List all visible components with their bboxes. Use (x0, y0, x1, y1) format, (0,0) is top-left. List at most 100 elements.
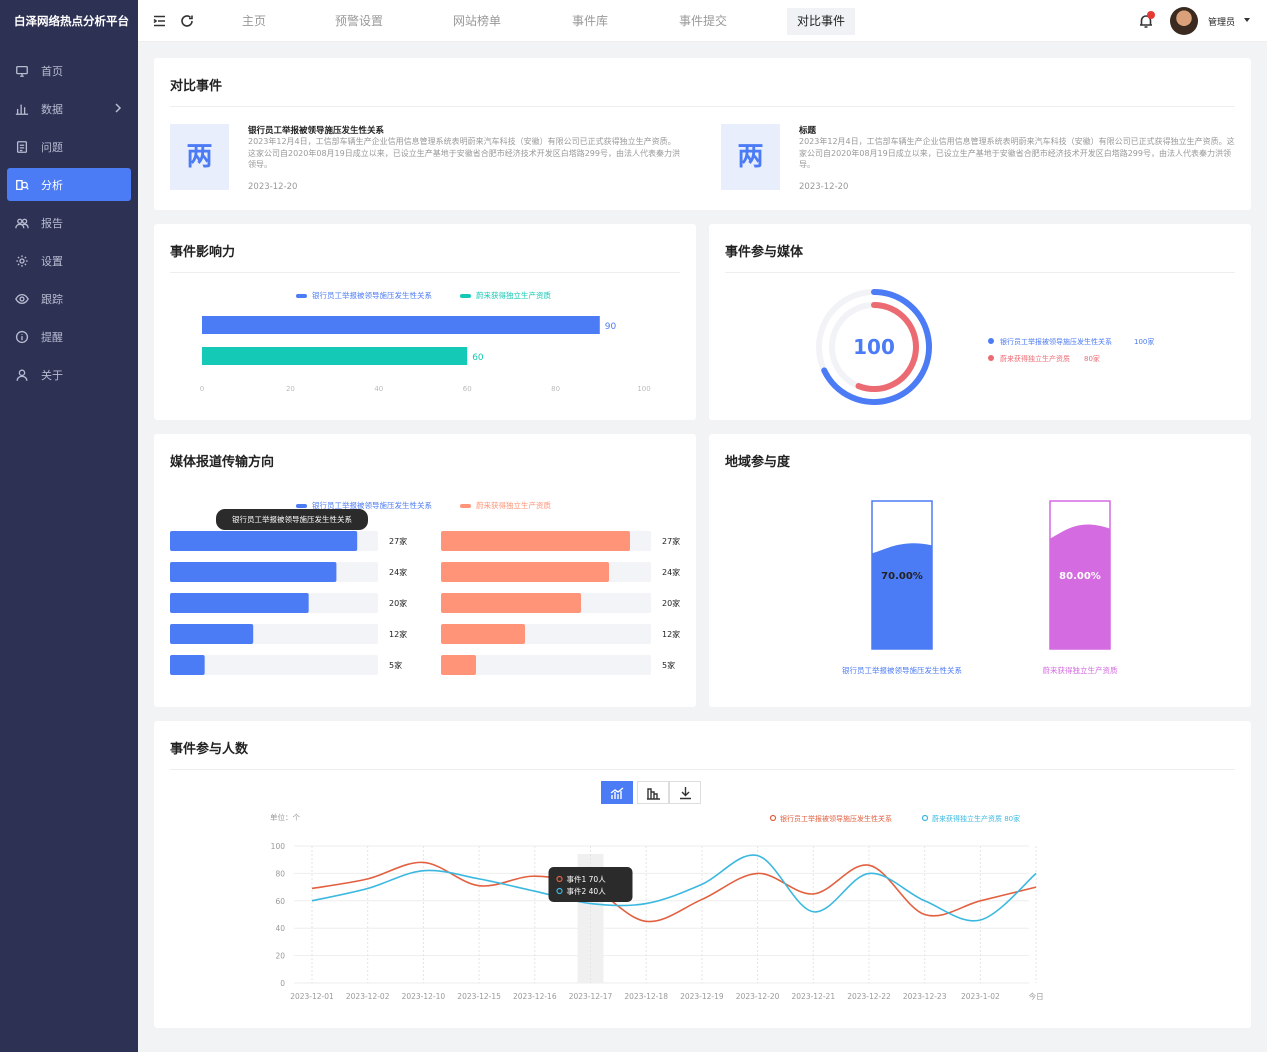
event-title[interactable]: 标题 (799, 126, 817, 136)
user-icon (16, 369, 28, 381)
media-card: 事件参与媒体 100 银行员工举报被领导施压发生性关系 100家 蔚来获得独立生产资质… (709, 224, 1251, 420)
user-name[interactable]: 管理员 (1208, 18, 1236, 28)
x-tick-label: 2023-12-01 (290, 992, 334, 1001)
card-title: 事件影响力 (170, 245, 236, 260)
x-tick-label: 100 (637, 385, 650, 393)
avatar[interactable] (1170, 7, 1198, 35)
legend-item[interactable]: 蔚来获得独立生产资质 (460, 500, 551, 511)
liquid-series-label: 蔚来获得独立生产资质 (1043, 665, 1118, 675)
legend-swatch (460, 503, 471, 508)
line-chart-button[interactable] (601, 781, 633, 804)
region-liquid-chart: 70.00% 银行员工举报被领导施压发生性关系 80.00% 蔚来获得独立生产资质 (842, 500, 1118, 675)
event-description: 2023年12月4日，工信部车辆生产企业信用信息管理系统表明蔚来汽车科技（安徽）… (799, 137, 1235, 169)
divider (170, 106, 1235, 107)
legend-label: 银行员工举报被领导施压发生性关系 (1000, 337, 1112, 346)
event-thumbnail: 两 (721, 124, 780, 190)
sidebar-item-label: 设置 (41, 254, 63, 268)
tab-event-library[interactable]: 事件库 (572, 14, 609, 28)
bar-value-label: 24家 (662, 567, 680, 577)
event-date: 2023-12-20 (248, 182, 298, 192)
bar-chart-button[interactable] (637, 781, 669, 804)
liquid-percent-label: 70.00% (881, 571, 923, 582)
unit-label: 单位：个 (270, 812, 300, 822)
document-icon (16, 140, 28, 153)
legend-item[interactable]: 银行员工举报被领导施压发生性关系 (296, 500, 432, 511)
x-tick-label: 2023-12-21 (792, 992, 836, 1001)
sidebar-item-label: 报告 (41, 216, 63, 230)
legend-label: 银行员工举报被领导施压发生性关系 (312, 291, 432, 300)
divider (725, 272, 1235, 273)
direction-bar (170, 624, 254, 644)
x-tick-label: 2023-12-02 (346, 992, 390, 1001)
bell-icon[interactable] (1138, 13, 1154, 29)
tab-compare-events[interactable]: 对比事件 (787, 8, 856, 35)
menu-fold-icon[interactable] (152, 13, 168, 29)
ring-arc-event2 (855, 302, 919, 392)
direction-bar (441, 593, 581, 613)
bar-track (441, 655, 651, 675)
liquid-series-label: 银行员工举报被领导施压发生性关系 (842, 665, 962, 675)
sidebar-item-about[interactable]: 关于 (7, 358, 131, 391)
sidebar-item-settings[interactable]: 设置 (7, 244, 131, 277)
compare-events-card: 对比事件 两 银行员工举报被领导施压发生性关系 2023年12月4日，工信部车辆… (154, 58, 1251, 210)
direction-bar (441, 655, 476, 675)
card-title: 对比事件 (170, 79, 223, 94)
ring-center-value: 100 (853, 335, 895, 359)
people-card: 事件参与人数 单位：个 0 20 40 60 80 100 2023-12-01 2023-12… (154, 721, 1251, 1028)
sidebar-item-data[interactable]: 数据 (7, 92, 131, 125)
series-line (311, 861, 1037, 923)
sidebar-item-analysis[interactable]: 分析 (7, 168, 131, 201)
bar-value-label: 20家 (662, 598, 680, 608)
bar-tooltip: 银行员工举报被领导施压发生性关系 (216, 509, 368, 530)
x-tick-label: 20 (286, 385, 295, 393)
download-button[interactable] (669, 781, 701, 804)
sidebar-item-tracking[interactable]: 跟踪 (7, 282, 131, 315)
series-line (311, 854, 1037, 922)
bar-value-label: 27家 (389, 536, 407, 546)
event-description: 2023年12月4日，工信部车辆生产企业信用信息管理系统表明蔚来汽车科技（安徽）… (248, 137, 680, 169)
bar-value-label: 5家 (389, 660, 402, 670)
region-card: 地域参与度 70.00% 银行员工举报被领导施压发生性关系 80.00% 蔚来获得独立… (709, 434, 1251, 707)
app-title: 白泽网络热点分析平台 (14, 14, 129, 28)
eye-icon (15, 293, 29, 304)
liquid-fill (872, 543, 932, 649)
x-tick-label: 2023-12-19 (680, 992, 724, 1001)
sidebar-item-issues[interactable]: 问题 (7, 130, 131, 163)
liquid-fill (1050, 524, 1110, 649)
legend-item[interactable]: 银行员工举报被领导施压发生性关系 (296, 290, 432, 301)
y-tick-label: 80 (275, 869, 285, 878)
divider (170, 769, 1235, 770)
direction-bar (170, 531, 358, 551)
sidebar-item-home[interactable]: 首页 (7, 54, 131, 87)
card-title: 事件参与媒体 (725, 245, 804, 260)
tooltip-box (548, 867, 633, 902)
tab-site-ranking[interactable]: 网站榜单 (453, 14, 502, 28)
tooltip-line: 事件2 40人 (567, 886, 607, 896)
x-tick-label: 80 (551, 385, 560, 393)
x-tick-label: 2023-12-17 (569, 992, 613, 1001)
card-title: 媒体报道传输方向 (170, 455, 275, 470)
x-tick-label: 今日 (1029, 991, 1044, 1001)
bar-value-label: 90 (605, 322, 617, 332)
sidebar-item-report[interactable]: 报告 (7, 206, 131, 239)
tab-event-submit[interactable]: 事件提交 (679, 14, 728, 28)
influence-card: 事件影响力 银行员工举报被领导施压发生性关系 蔚来获得独立生产资质 90 60 0 2… (154, 224, 696, 420)
refresh-icon[interactable] (179, 13, 195, 29)
tab-home[interactable]: 主页 (242, 14, 267, 28)
tooltip-line: 事件1 70人 (567, 874, 607, 884)
x-tick-label: 2023-12-10 (402, 992, 446, 1001)
event-title[interactable]: 银行员工举报被领导施压发生性关系 (248, 126, 385, 136)
tab-alert-settings[interactable]: 预警设置 (335, 14, 384, 28)
sidebar-item-reminder[interactable]: 提醒 (7, 320, 131, 353)
bar-value-label: 12家 (389, 629, 407, 639)
bar-value-label: 24家 (389, 567, 407, 577)
legend-item[interactable]: 蔚来获得独立生产资质 (460, 290, 551, 301)
legend-label: 蔚来获得独立生产资质 (1000, 354, 1070, 363)
legend-label: 蔚来获得独立生产资质 80家 (932, 814, 1020, 823)
sidebar-item-label: 分析 (41, 178, 63, 192)
influence-bar (202, 347, 468, 365)
caret-down-icon[interactable] (1244, 18, 1250, 22)
tooltip-marker (556, 875, 563, 883)
legend-label: 蔚来获得独立生产资质 (476, 291, 551, 300)
sidebar-item-label: 跟踪 (41, 292, 63, 306)
